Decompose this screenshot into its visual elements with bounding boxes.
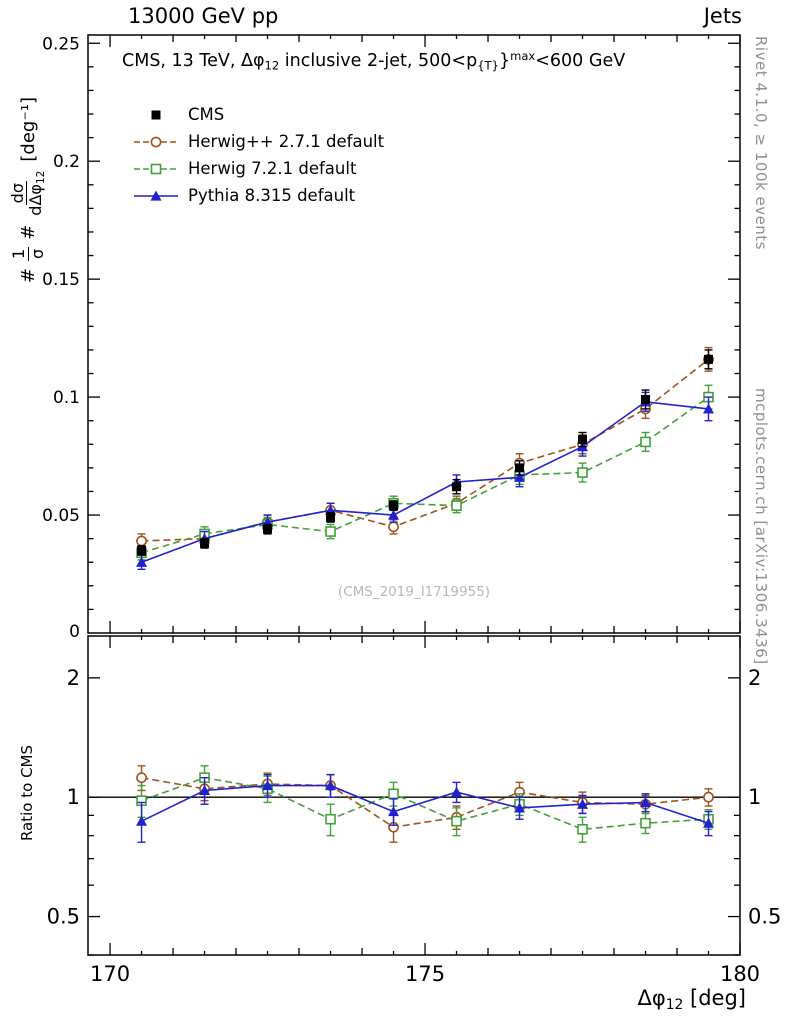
square-marker-icon xyxy=(151,110,161,119)
series-pythia xyxy=(136,391,715,571)
triangle-marker-icon xyxy=(134,190,178,201)
svg-text:0.2: 0.2 xyxy=(53,152,80,172)
legend-label: Pythia 8.315 default xyxy=(188,186,356,205)
ratio-series-herwigpp xyxy=(136,765,714,843)
ratio-series-pythia xyxy=(136,773,715,843)
legend-label: CMS xyxy=(188,105,225,124)
x-axis-label: Δφ12 [deg] xyxy=(637,986,746,1013)
tick-labels: 170 175 180 0 0.05 0.1 0.15 0.2 0.25 0.5 0.5 1 1 2 2 xyxy=(42,34,781,986)
ylabel-prefix: # xyxy=(17,267,39,284)
svg-text:0.1: 0.1 xyxy=(53,388,80,408)
svg-text:2: 2 xyxy=(748,666,761,690)
ylabel-fraction-one-over-sigma: 1 σ xyxy=(9,246,47,261)
legend-item-herwigpp: Herwig++ 2.7.1 default xyxy=(132,128,384,155)
plot-title: CMS, 13 TeV, Δφ12 inclusive 2-jet, 500<p… xyxy=(122,49,626,73)
ylabel-mid: # xyxy=(17,224,39,240)
svg-text:0.15: 0.15 xyxy=(42,270,80,290)
legend-item-cms: CMS xyxy=(132,101,384,128)
svg-text:0.05: 0.05 xyxy=(42,506,80,526)
main-panel-series xyxy=(136,346,715,571)
svg-text:0.5: 0.5 xyxy=(748,905,781,929)
svg-text:175: 175 xyxy=(405,962,445,986)
square-marker-icon xyxy=(134,163,178,174)
svg-text:1: 1 xyxy=(67,785,80,809)
svg-text:0.25: 0.25 xyxy=(42,34,80,54)
series-herwigpp xyxy=(136,346,714,549)
analysis-group-label: Jets xyxy=(703,4,742,28)
ylabel-units: [deg⁻¹] xyxy=(17,96,39,162)
svg-text:2: 2 xyxy=(67,666,80,690)
series-cms xyxy=(137,349,714,556)
circle-marker-icon xyxy=(134,136,178,147)
svg-text:170: 170 xyxy=(90,962,130,986)
analysis-id-watermark: (CMS_2019_I1719955) xyxy=(337,584,491,600)
y-axis-label-top: # 1 σ # dσ dΔφ12 [deg⁻¹] xyxy=(0,40,56,340)
svg-text:1: 1 xyxy=(748,785,761,809)
ratio-panel-series xyxy=(136,765,715,843)
ratio-series-herwig7 xyxy=(136,765,714,843)
svg-text:0: 0 xyxy=(69,622,80,642)
beam-energy-label: 13000 GeV pp xyxy=(128,4,279,28)
legend: CMS Herwig++ 2.7.1 default Herwig 7.2.1 de… xyxy=(132,101,384,209)
rivet-version-note: Rivet 4.1.0, ≥ 100k events xyxy=(752,36,770,251)
y-axis-label-ratio: Ratio to CMS xyxy=(18,744,36,842)
ylabel-denominator: dΔφ12 xyxy=(26,170,47,216)
svg-text:0.5: 0.5 xyxy=(47,905,80,929)
ylabel-fraction-dsigma-dphi: dσ dΔφ12 xyxy=(7,170,47,216)
legend-item-herwig7: Herwig 7.2.1 default xyxy=(132,155,384,182)
legend-label: Herwig++ 2.7.1 default xyxy=(188,132,385,151)
mcplots-arxiv-note: mcplots.cern.ch [arXiv:1306.3436] xyxy=(752,388,770,665)
legend-label: Herwig 7.2.1 default xyxy=(188,159,357,178)
panel-frames xyxy=(87,34,741,956)
legend-item-pythia: Pythia 8.315 default xyxy=(132,182,384,209)
svg-text:180: 180 xyxy=(720,962,760,986)
